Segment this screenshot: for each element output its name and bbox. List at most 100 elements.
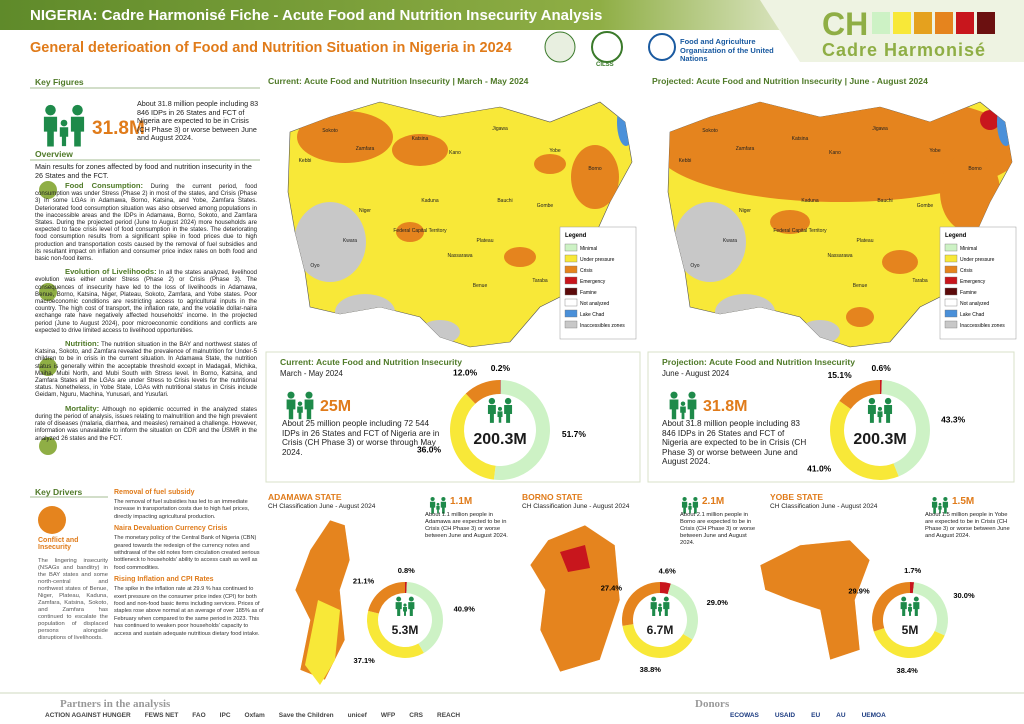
fao-logo — [648, 33, 676, 61]
donut-label: 30.0% — [953, 591, 975, 600]
state-label: Federal Capital Territory — [773, 228, 827, 234]
partner-logo: IPC — [219, 712, 231, 719]
donut-segment — [872, 582, 910, 632]
partner-logos: ACTION AGAINST HUNGER FEWS NET FAO IPC Oxfam… — [45, 712, 645, 719]
donut-segment — [880, 380, 882, 395]
donut-label: 27.4% — [601, 583, 623, 592]
state-label: Kano — [449, 150, 461, 156]
overview-section: Evolution of Livelihoods: In all the sta… — [35, 268, 257, 334]
legend-label: Not analyzed — [960, 301, 989, 307]
state-label: Yobe — [549, 148, 560, 154]
legend-swatch — [564, 243, 578, 252]
donut-segment — [622, 624, 693, 658]
map-current: Sokoto Zamfara Katsina Kano Jigawa Yobe Borno K… — [287, 101, 637, 348]
donut-segment — [368, 581, 405, 614]
donut-label: 4.6% — [659, 567, 676, 576]
panel-title: Projection: Acute Food and Nutrition Ins… — [662, 357, 856, 367]
legend-label: Famine — [580, 290, 597, 296]
ch-squares — [872, 12, 995, 34]
donut-center: 200.3M — [853, 431, 906, 448]
state-label: Kaduna — [421, 198, 438, 204]
donut-label: 0.6% — [871, 363, 891, 373]
map-title: Current: Acute Food and Nutrition Insecu… — [268, 76, 529, 86]
state-label: Katsina — [792, 136, 809, 142]
state-subtitle: CH Classification June - August 2024 — [770, 503, 878, 510]
partner-logo: WFP — [380, 712, 396, 719]
logo-mark: CH — [822, 6, 869, 42]
state-label: Bauchi — [497, 198, 512, 204]
state-label: Plateau — [857, 238, 874, 244]
legend-swatch — [564, 265, 578, 274]
section-icons — [39, 181, 57, 455]
legend-swatch — [944, 320, 958, 329]
borno-map — [529, 524, 621, 673]
state-label: Borno — [588, 166, 602, 172]
legend-swatch — [944, 243, 958, 252]
partners-heading: Partners in the analysis — [60, 698, 171, 710]
legend-label: Inaccessibles zones — [580, 323, 625, 329]
overview-heading: Overview — [35, 149, 73, 159]
legend: Legend Minimal Under pressure Crisis Emergen… — [939, 226, 1017, 340]
donor-logo: EU — [811, 712, 821, 719]
donor-logo: AU — [836, 712, 846, 719]
section-text: Although no epidemic occurred in the ana… — [35, 405, 257, 442]
donut-label: 12.0% — [453, 367, 478, 377]
header-bar — [0, 0, 800, 30]
state-label: Nassarawa — [447, 253, 472, 259]
state-figure: 1.1M — [450, 496, 473, 507]
donut-label: 15.1% — [828, 370, 853, 380]
legend-swatch — [564, 298, 578, 307]
cilss-logo — [591, 31, 623, 63]
driver-title: Removal of fuel subsidy — [114, 489, 195, 496]
donut-label: 29.0% — [707, 598, 729, 607]
legend-label: Emergency — [580, 279, 606, 285]
legend-label: Under pressure — [960, 257, 995, 263]
legend-swatch — [564, 276, 578, 285]
state-title: YOBE STATE — [770, 492, 824, 502]
section-text: The nutrition situation in the BAY and n… — [35, 341, 257, 399]
donut-center: 6.7M — [647, 623, 674, 637]
legend-label: Not analyzed — [580, 301, 609, 307]
state-subtitle: CH Classification June - August 2024 — [268, 503, 376, 510]
donut-segment — [405, 582, 407, 594]
donut-label: 1.7% — [904, 566, 921, 575]
state-text: About 1.1 million people in Adamawa are … — [425, 512, 508, 539]
panel-period: June - August 2024 — [662, 369, 730, 378]
donut-layer: 0.2% 51.7% 36.0% 12.0% 200.3M 0.6% 43.3% 41.0% 1… — [353, 363, 975, 675]
legend-label: Inaccessibles zones — [960, 323, 1005, 329]
state-label: Nassarawa — [827, 253, 852, 259]
donut-label: 38.4% — [897, 666, 919, 675]
section-text: In all the states analyzed, livelihood e… — [35, 269, 258, 334]
state-figure: 2.1M — [702, 496, 725, 507]
page-title: NIGERIA: Cadre Harmonisé Fiche - Acute F… — [30, 7, 603, 24]
legend-label: Minimal — [960, 246, 977, 252]
section-text: During the current period, food consumpt… — [35, 183, 258, 263]
section-title: Nutrition: — [65, 339, 100, 349]
key-drivers-heading: Key Drivers — [35, 487, 83, 497]
driver-title: Rising Inflation and CPI Rates — [114, 576, 214, 584]
overview-body: Food Consumption: During the current per… — [35, 182, 257, 448]
partner-logo: FAO — [192, 712, 206, 719]
legend-label: Famine — [960, 290, 977, 296]
donut-label: 0.2% — [491, 363, 511, 373]
legend-label: Crisis — [580, 268, 593, 274]
legend: Legend Minimal Under pressure Crisis Emergen… — [559, 226, 637, 340]
donut-segment — [839, 380, 880, 410]
donut-segment — [465, 380, 500, 404]
conflict-icon — [38, 506, 66, 534]
key-figures-heading: Key Figures — [35, 77, 84, 87]
panel-figure: 31.8M — [703, 398, 748, 415]
donut-segment — [500, 380, 501, 395]
state-label: Jigawa — [872, 126, 888, 132]
section-title: Mortality: — [65, 403, 100, 413]
panel — [647, 351, 1015, 483]
state-text: About 1.5 million people in Yobe are exp… — [925, 512, 1010, 539]
state-label: Kaduna — [801, 198, 818, 204]
legend-swatch — [564, 320, 578, 329]
borno-map-part — [560, 545, 590, 572]
donut-segment — [881, 380, 930, 477]
state-text: About 2.1 million people in Borno are ex… — [680, 512, 756, 546]
state-label: Sokoto — [702, 128, 718, 134]
nigeria-coat-of-arms — [544, 31, 576, 63]
